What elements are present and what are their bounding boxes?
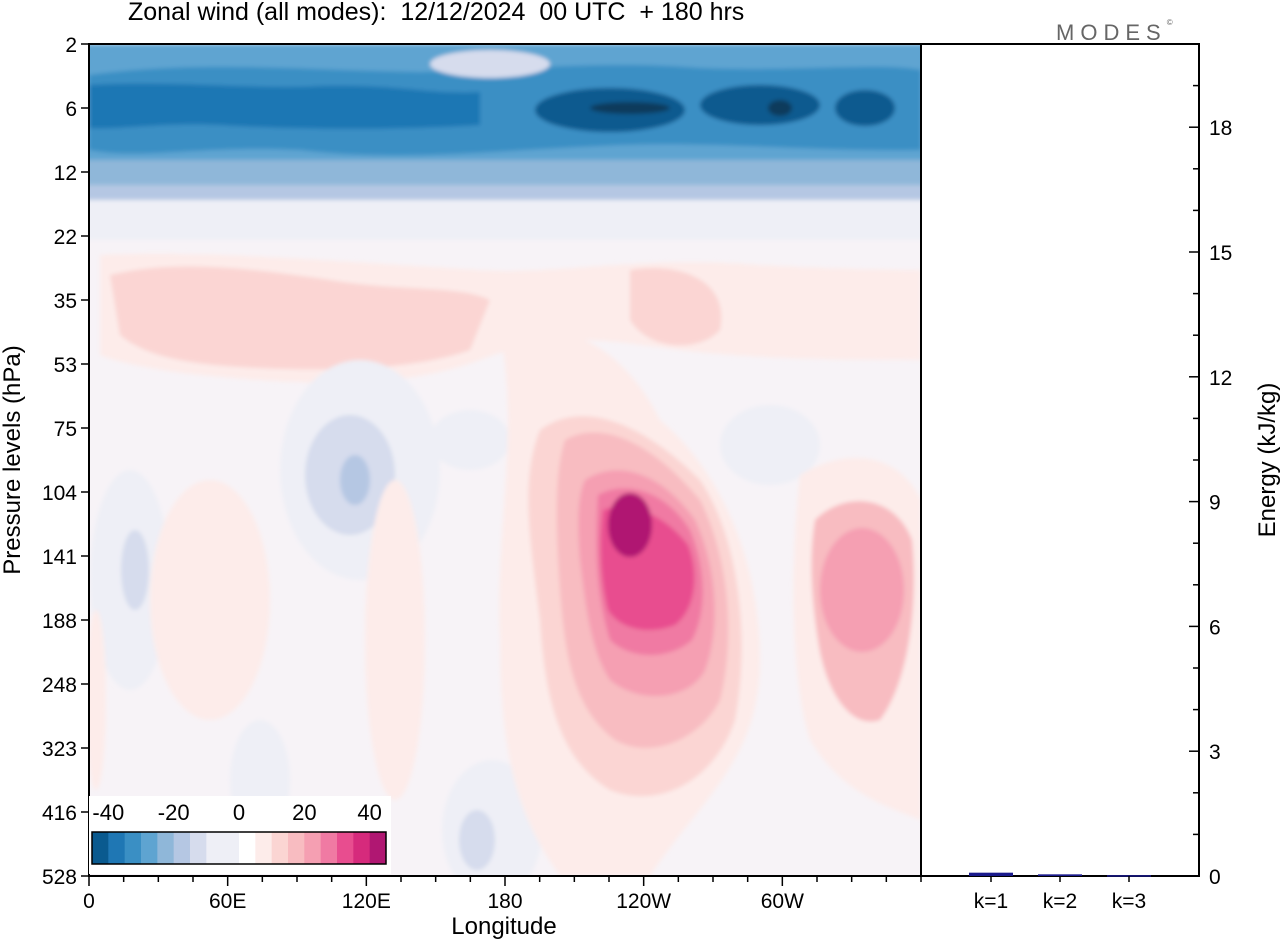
- colorbar-cell: [173, 832, 191, 864]
- energy-tick-label: 0: [1209, 866, 1221, 889]
- colorbar-cell: [190, 832, 207, 864]
- colorbar-cell: [157, 832, 175, 864]
- y-tick-label: 248: [42, 674, 77, 697]
- y-tick-label: 12: [54, 162, 77, 185]
- energy-tick-label: 9: [1209, 492, 1221, 515]
- y-axis-label: Pressure levels (hPa): [0, 345, 26, 574]
- colorbar-cell: [124, 832, 142, 864]
- x-tick-label: 120W: [616, 890, 671, 913]
- chart-title: Zonal wind (all modes): 12/12/2024 00 UT…: [128, 0, 745, 26]
- energy-tick-label: 12: [1209, 367, 1232, 390]
- colorbar-labels: -40 -20 0 20 40: [92, 800, 381, 825]
- colorbar-tick-label: 40: [357, 800, 381, 825]
- modes-logo: MODES©: [1056, 18, 1173, 46]
- y-tick-label: 53: [54, 354, 77, 377]
- colorbar-cell: [337, 832, 354, 864]
- colorbar: -40 -20 0 20 40: [89, 796, 391, 874]
- x-tick-label: 0: [83, 890, 95, 913]
- energy-tick-label: 15: [1209, 242, 1232, 265]
- colorbar-frame: [91, 831, 387, 865]
- energy-tick-label: 6: [1209, 616, 1221, 639]
- colorbar-cell: [304, 832, 322, 864]
- energy-categories: k=1 k=2 k=3: [974, 876, 1146, 913]
- y-tick-label: 2: [65, 34, 77, 57]
- y-tick-label: 188: [42, 610, 77, 633]
- energy-tick-label: 18: [1209, 117, 1232, 140]
- x-tick-label: 60W: [761, 890, 804, 913]
- colorbar-cell: [353, 832, 371, 864]
- energy-category-label: k=3: [1112, 890, 1146, 913]
- y-tick-label: 35: [54, 290, 77, 313]
- colorbar-tick-label: -20: [158, 800, 190, 825]
- y-tick-label: 323: [42, 738, 77, 761]
- energy-axis: 0 3 6 9 12 15 18: [1189, 43, 1232, 889]
- colorbar-cell: [255, 832, 273, 864]
- colorbar-cell: [320, 832, 338, 864]
- energy-category-label: k=2: [1043, 890, 1077, 913]
- colorbar-cell: [271, 832, 289, 864]
- y-tick-label: 528: [42, 866, 77, 889]
- colorbar-cell: [369, 832, 387, 864]
- energy-bars: [969, 872, 1151, 877]
- y-tick-label: 6: [65, 98, 77, 121]
- energy-panel: 0 3 6 9 12 15 18 k=1 k=2 k=3 Energy (kJ/kg): [920, 43, 1280, 913]
- copyright-mark: ©: [1166, 18, 1173, 27]
- colorbar-tick-label: -40: [92, 800, 124, 825]
- energy-category-label: k=1: [974, 890, 1008, 913]
- y-tick-label: 104: [42, 482, 77, 505]
- colorbar-tick-label: 20: [292, 800, 316, 825]
- colorbar-cell: [222, 832, 240, 864]
- y-tick-label: 75: [54, 418, 77, 441]
- heatmap-field: [89, 44, 921, 876]
- y-tick-label: 22: [54, 226, 77, 249]
- heatmap-panel: 2 6 12 22 35 53 75 104 141 188 248 323 416 528 0 60E 12…: [0, 34, 922, 940]
- x-tick-label: 120E: [342, 890, 391, 913]
- pressure-axis: 2 6 12 22 35 53 75 104 141 188 248 323 416 528: [42, 34, 89, 889]
- x-axis-label: Longitude: [451, 913, 556, 940]
- brand-text: MODES: [1056, 20, 1167, 45]
- colorbar-cell: [206, 832, 224, 864]
- colorbar-cell: [141, 832, 158, 864]
- colorbar-cell: [239, 832, 256, 864]
- colorbar-cell: [288, 832, 305, 864]
- energy-bar: [1038, 874, 1082, 876]
- colorbar-cell: [108, 832, 126, 864]
- colorbar-tick-label: 0: [233, 800, 245, 825]
- y-tick-label: 141: [42, 546, 77, 569]
- longitude-axis: 0 60E 120E 180 120W 60W: [83, 876, 922, 913]
- energy-axis-label: Energy (kJ/kg): [1254, 383, 1280, 538]
- x-tick-label: 60E: [209, 890, 246, 913]
- energy-frame: [920, 43, 1200, 877]
- colorbar-cell: [92, 832, 109, 864]
- energy-tick-label: 3: [1209, 741, 1221, 764]
- x-tick-label: 180: [487, 890, 522, 913]
- energy-bar: [1107, 875, 1151, 877]
- y-tick-label: 416: [42, 802, 77, 825]
- energy-bar: [969, 872, 1013, 876]
- colorbar-cells: [92, 832, 387, 864]
